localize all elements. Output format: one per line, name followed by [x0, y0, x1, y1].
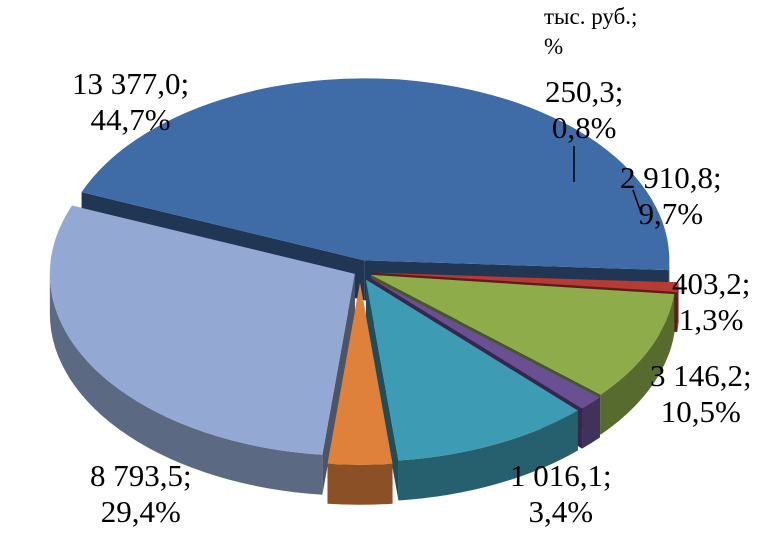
- data-label-value: 250,3;: [545, 74, 624, 109]
- pie-slice-7: [49, 205, 355, 455]
- data-label-value: 8 793,5;: [90, 458, 192, 493]
- unit-label-line-1: тыс. руб.;: [544, 4, 638, 29]
- pie-slice-3: [370, 274, 675, 395]
- pie-slice-6-side: [327, 463, 393, 505]
- pie-slice-2-side: [677, 282, 679, 332]
- data-label-slice-5: 3 146,2; 10,5%: [650, 358, 752, 430]
- data-label-slice-1: 13 377,0; 44,7%: [72, 66, 189, 138]
- data-label-slice-2: 250,3; 0,8%: [545, 74, 623, 146]
- data-label-value: 13 377,0;: [72, 66, 190, 101]
- data-label-value: 2 910,8;: [620, 160, 722, 195]
- data-label-percent: 9,7%: [638, 196, 704, 231]
- pie-slice-7-side: [49, 273, 323, 495]
- pie-slice-2: [373, 272, 679, 292]
- data-label-value: 3 146,2;: [650, 358, 752, 393]
- data-label-slice-4: 403,2; 1,3%: [672, 266, 750, 338]
- pie-slice-3-side: [600, 294, 675, 435]
- data-label-value: 403,2;: [672, 266, 751, 301]
- data-label-slice-7: 8 793,5; 29,4%: [90, 458, 192, 530]
- pie-slice-1: [81, 78, 670, 271]
- pie-slice-6: [327, 282, 393, 465]
- pie-slice-4-side: [582, 397, 600, 449]
- pie-slice-5: [365, 279, 578, 461]
- data-label-percent: 10,5%: [660, 394, 741, 429]
- data-label-percent: 1,3%: [678, 302, 744, 337]
- data-label-slice-3: 2 910,8; 9,7%: [620, 160, 722, 232]
- pie-slice-5-wall-2: [365, 279, 399, 501]
- unit-label: тыс. руб.; %: [544, 2, 637, 62]
- data-label-slice-6: 1 016,1; 3,4%: [510, 458, 612, 530]
- pie-slice-5-side: [398, 410, 578, 501]
- data-label-percent: 0,8%: [551, 110, 617, 145]
- leader-line-slice-3: [632, 189, 641, 211]
- data-label-percent: 3,4%: [528, 494, 594, 529]
- pie-slice-4: [370, 277, 600, 409]
- data-label-value: 1 016,1;: [510, 458, 612, 493]
- pie-slice-7-wall-1: [322, 273, 355, 495]
- data-label-percent: 44,7%: [90, 102, 171, 137]
- unit-label-line-2: %: [544, 34, 564, 59]
- data-label-percent: 29,4%: [100, 494, 181, 529]
